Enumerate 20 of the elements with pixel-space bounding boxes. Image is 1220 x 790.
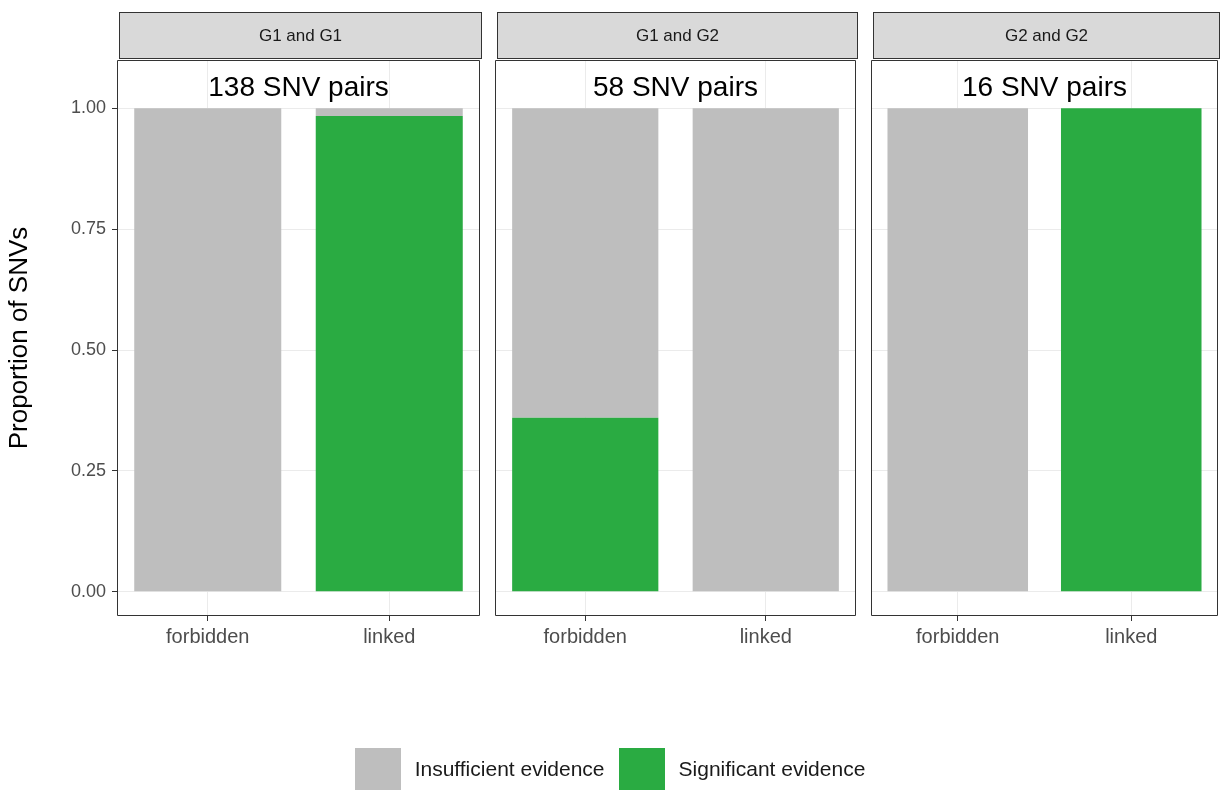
x-tick-label: linked — [1105, 624, 1158, 647]
chart-title: G1 and G1 — [119, 12, 482, 59]
legend-label: Insufficient evidence — [414, 757, 605, 781]
chart-title: G1 and G2 — [497, 12, 858, 59]
x-tick-label: forbidden — [916, 624, 1000, 647]
x-tick-label: forbidden — [543, 624, 627, 647]
y-tick-label: 1.00 — [70, 97, 106, 118]
x-tick-label: linked — [363, 624, 416, 647]
chart-title: G2 and G2 — [873, 12, 1220, 59]
chart-subtitle: 138 SNV pairs — [208, 70, 389, 102]
x-tick-label: forbidden — [166, 624, 250, 647]
legend-label: Significant evidence — [678, 757, 866, 781]
x-tick-label: linked — [739, 624, 792, 647]
y-tick-label: 0.00 — [70, 580, 106, 601]
chart-subtitle: 16 SNV pairs — [962, 70, 1127, 102]
y-axis-title: Proportion of SNVs — [2, 226, 33, 450]
y-tick-label: 0.25 — [70, 459, 106, 480]
y-tick-label: 0.75 — [70, 218, 106, 239]
y-tick-label: 0.50 — [70, 339, 106, 360]
chart-subtitle: 58 SNV pairs — [593, 70, 758, 102]
